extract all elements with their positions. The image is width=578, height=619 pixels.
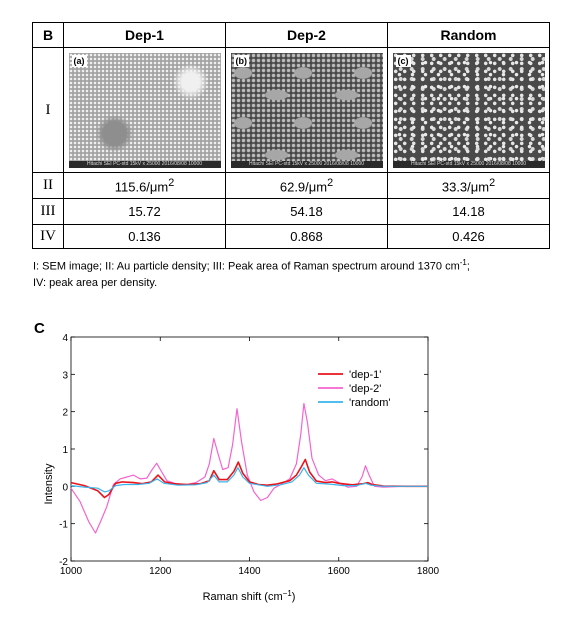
sem-scale-bar: Hitachi SEI PC-std 15kV x 25000 2016/08/…: [230, 160, 383, 168]
panel-label-c: C: [34, 320, 45, 337]
density-random: 33.3/μm2: [387, 172, 550, 199]
table-row-density: II 115.6/μm2 62.9/μm2 33.3/μm2: [32, 172, 550, 199]
legend-label: 'dep-2': [349, 383, 381, 395]
x-tick-label: 1000: [60, 566, 83, 577]
peak-per-density-dep-1: 0.136: [63, 224, 226, 249]
y-tick-label: 4: [62, 333, 68, 344]
series-line-dep-2: [70, 402, 428, 534]
row-label-i: I: [32, 47, 64, 173]
x-axis-title-text: Raman shift (cm: [203, 591, 283, 603]
density-value: 62.9/μm: [279, 179, 328, 195]
x-axis-title: Raman shift (cm−1): [203, 589, 296, 603]
peak-area-random: 14.18: [387, 198, 550, 225]
x-axis-title-exponent: −1: [283, 589, 293, 598]
comparison-table: B Dep-1 Dep-2 Random I (a) Hitachi SEI P…: [32, 22, 550, 249]
y-tick-label: 2: [62, 408, 68, 419]
footnote-exponent: -1: [459, 258, 467, 267]
table-row-peak-area: III 15.72 54.18 14.18: [32, 198, 550, 225]
x-tick-label: 1800: [417, 566, 440, 577]
density-unit-exponent: 2: [327, 176, 334, 189]
series-line-dep-1: [70, 458, 428, 499]
sem-cell-dep-1: (a) Hitachi SEI PC-std 15kV x 25000 2016…: [63, 47, 226, 173]
sem-image-tag: (b): [233, 54, 249, 67]
footnote-line-1: I: SEM image; II: Au particle density; I…: [33, 255, 563, 275]
footnote-text-end: ;: [466, 260, 470, 273]
sem-scale-bar: Hitachi SEI PC-std 15kV x 25000 2016/08/…: [392, 160, 545, 168]
chart-axes: 1000 1200 1400 1600 1800 -2 -1 0 1 2 3 4: [59, 333, 439, 577]
y-tick-label: 1: [62, 445, 68, 456]
column-header-dep-1: Dep-1: [63, 22, 226, 48]
sem-image-dep-2: (b) Hitachi SEI PC-std 15kV x 25000 2016…: [230, 52, 383, 168]
x-tick-label: 1200: [149, 566, 172, 577]
footnote-text: I: SEM image; II: Au particle density; I…: [33, 260, 460, 273]
density-value: 115.6/μm: [114, 179, 169, 195]
chart-legend: 'dep-1' 'dep-2' 'random': [318, 369, 391, 409]
footnote-line-2: IV: peak area per density.: [33, 276, 158, 289]
row-label-iv: IV: [32, 224, 64, 249]
peak-per-density-random: 0.426: [387, 224, 550, 249]
chart-series: [70, 402, 428, 534]
peak-area-dep-1: 15.72: [63, 198, 226, 225]
y-tick-label: 3: [62, 370, 68, 381]
y-tick-label: -1: [59, 520, 68, 531]
column-header-dep-2: Dep-2: [225, 22, 388, 48]
sem-image-tag: (c): [395, 54, 411, 67]
sem-cell-random: (c) Hitachi SEI PC-std 15kV x 25000 2016…: [387, 47, 550, 173]
x-axis-title-close: ): [292, 591, 296, 603]
y-axis-title: Intensity: [43, 463, 55, 504]
column-header-random: Random: [387, 22, 550, 48]
legend-label: 'dep-1': [349, 369, 381, 381]
x-tick-label: 1400: [238, 566, 261, 577]
y-tick-label: -2: [59, 557, 68, 568]
panel-label-b: B: [32, 22, 64, 48]
sem-image-tag: (a): [71, 54, 87, 67]
sem-image-random: (c) Hitachi SEI PC-std 15kV x 25000 2016…: [392, 52, 545, 168]
sem-cell-dep-2: (b) Hitachi SEI PC-std 15kV x 25000 2016…: [225, 47, 388, 173]
table-header-row: B Dep-1 Dep-2 Random: [32, 22, 550, 48]
legend-label: 'random': [349, 397, 391, 409]
y-tick-label: 0: [62, 482, 68, 493]
sem-scale-bar: Hitachi SEI PC-std 15kV x 25000 2016/08/…: [68, 160, 221, 168]
table-row-peak-per-density: IV 0.136 0.868 0.426: [32, 224, 550, 249]
peak-area-dep-2: 54.18: [225, 198, 388, 225]
density-dep-1: 115.6/μm2: [63, 172, 226, 199]
density-unit-exponent: 2: [489, 176, 496, 189]
peak-per-density-dep-2: 0.868: [225, 224, 388, 249]
series-line-random: [70, 467, 428, 493]
table-footnote: I: SEM image; II: Au particle density; I…: [33, 255, 563, 291]
density-dep-2: 62.9/μm2: [225, 172, 388, 199]
density-unit-exponent: 2: [168, 176, 175, 189]
row-label-ii: II: [32, 172, 64, 199]
table-row-sem: I (a) Hitachi SEI PC-std 15kV x 25000 20…: [32, 47, 550, 173]
sem-image-dep-1: (a) Hitachi SEI PC-std 15kV x 25000 2016…: [68, 52, 221, 168]
density-value: 33.3/μm: [441, 179, 490, 195]
x-tick-label: 1600: [328, 566, 351, 577]
row-label-iii: III: [32, 198, 64, 225]
